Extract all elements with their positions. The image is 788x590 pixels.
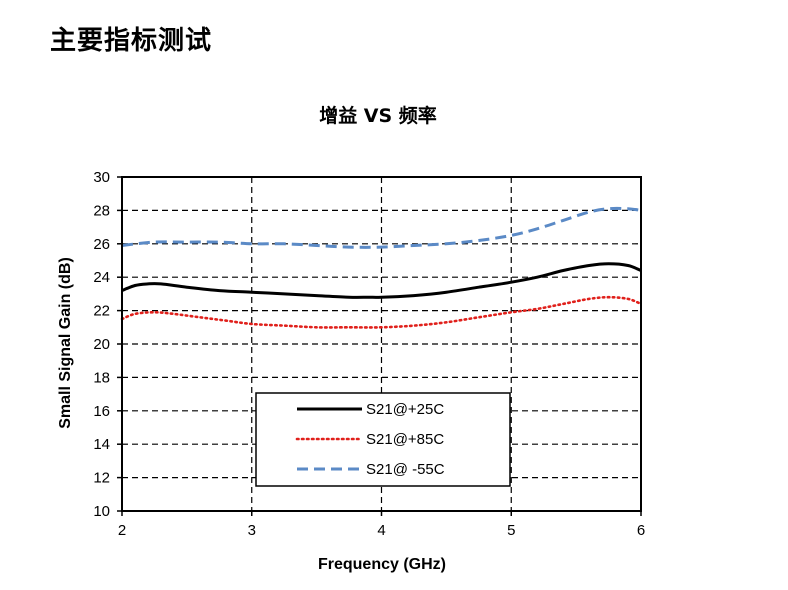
- grid-lines: [122, 177, 641, 511]
- y-tick-label: 16: [93, 403, 110, 420]
- legend-item-25c: S21@+25C: [297, 401, 444, 418]
- x-tick-label: 6: [637, 522, 645, 539]
- x-axis-title: Frequency (GHz): [318, 556, 446, 573]
- legend-label: S21@ -55C: [366, 461, 445, 478]
- axis-ticks: 10 12 14 16 18 20 22 24 26 28 30 2 3 4 5 6: [93, 169, 645, 539]
- y-tick-label: 22: [93, 303, 110, 320]
- series-lines: [120, 206, 643, 329]
- x-tick-label: 3: [248, 522, 256, 539]
- legend-label: S21@+25C: [366, 401, 444, 418]
- legend: S21@+25C S21@+85C S21@ -55C: [255, 392, 511, 487]
- y-axis-title: Small Signal Gain (dB): [57, 257, 74, 429]
- y-tick-label: 24: [93, 269, 110, 286]
- x-tick-label: 5: [507, 522, 515, 539]
- y-tick-label: 28: [93, 202, 110, 219]
- y-tick-label: 12: [93, 470, 110, 487]
- series-line-25c: [121, 262, 642, 299]
- y-tick-label: 10: [93, 503, 110, 520]
- chart-title: 增益 VS 频率: [319, 104, 437, 127]
- legend-label: S21@+85C: [366, 431, 444, 448]
- legend-item-minus55c: S21@ -55C: [297, 461, 445, 478]
- x-tick-label: 4: [377, 522, 385, 539]
- series-line-minus55c: [121, 206, 642, 249]
- series-line-85c: [120, 295, 643, 329]
- y-tick-label: 14: [93, 436, 110, 453]
- legend-item-85c: S21@+85C: [295, 431, 444, 448]
- x-tick-label: 2: [118, 522, 126, 539]
- y-tick-label: 30: [93, 169, 110, 186]
- y-tick-label: 20: [93, 336, 110, 353]
- y-tick-label: 18: [93, 369, 110, 386]
- y-tick-label: 26: [93, 236, 110, 253]
- section-heading: 主要指标测试: [50, 26, 213, 56]
